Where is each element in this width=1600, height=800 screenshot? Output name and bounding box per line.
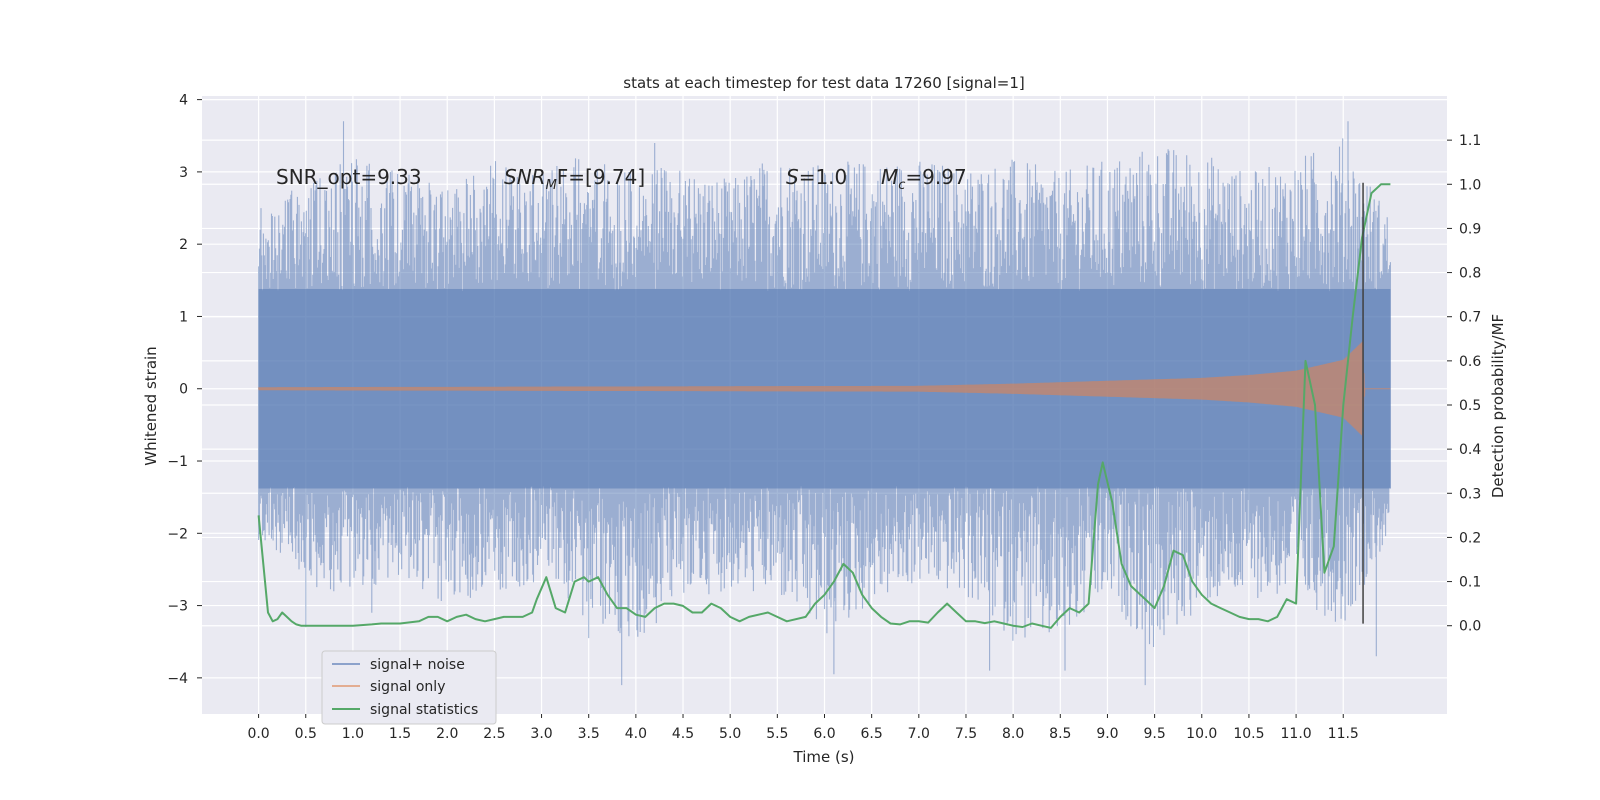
x-tick-label: 11.0 <box>1281 726 1312 742</box>
y-tick-label: −1 <box>167 454 188 470</box>
x-tick-label: 3.0 <box>530 726 552 742</box>
x-tick-label: 7.5 <box>955 726 977 742</box>
y-right-tick-label: 0.3 <box>1459 486 1481 502</box>
y-axis-label: Whitened strain <box>142 346 160 465</box>
signal-only-series <box>258 341 1391 436</box>
annotations: SNR_opt=9.33 SNRMF=[9.74] S=1.0 Mc=9.97 <box>276 165 967 193</box>
x-tick-labels: 0.0 0.5 1.0 1.5 2.0 2.5 3.0 3.5 4.0 4.5 5.0 5.5 6.0 6… <box>247 714 1359 742</box>
y-right-tick-label: 0.6 <box>1459 354 1481 370</box>
y-right-tick-label: 0.4 <box>1459 442 1481 458</box>
x-tick-label: 6.5 <box>861 726 883 742</box>
y-tick-labels: −4 −3 −2 −1 0 1 2 3 4 <box>167 93 202 687</box>
y-right-tick-label: 0.8 <box>1459 266 1481 282</box>
y-right-tick-label: 1.0 <box>1459 177 1481 193</box>
y-tick-label: 1 <box>179 309 188 325</box>
x-tick-label: 11.5 <box>1328 726 1359 742</box>
x-tick-label: 5.0 <box>719 726 741 742</box>
x-tick-label: 1.0 <box>342 726 364 742</box>
signal-only-trace <box>258 341 1391 436</box>
x-tick-label: 3.5 <box>578 726 600 742</box>
y-tick-label: 0 <box>179 382 188 398</box>
x-tick-label: 4.5 <box>672 726 694 742</box>
signal-statistics-series <box>257 183 1391 629</box>
annotation-snr-mf: SNRMF=[9.74] <box>504 165 645 193</box>
x-tick-label: 0.5 <box>295 726 317 742</box>
legend-label-signal-only: signal only <box>370 679 445 695</box>
y-right-tick-label: 1.1 <box>1459 133 1481 149</box>
y-right-axis-label: Detection probability/MF <box>1489 314 1507 498</box>
chart-title: stats at each timestep for test data 172… <box>623 74 1024 92</box>
legend: signal+ noise signal only signal statist… <box>321 650 497 725</box>
y-tick-label: −4 <box>167 671 188 687</box>
x-tick-label: 9.0 <box>1096 726 1118 742</box>
signal-statistics-trace <box>257 183 1391 629</box>
y-right-tick-label: 0.1 <box>1459 575 1481 591</box>
x-tick-label: 4.0 <box>625 726 647 742</box>
x-tick-label: 10.0 <box>1186 726 1217 742</box>
x-tick-label: 7.0 <box>908 726 930 742</box>
x-tick-label: 5.5 <box>766 726 788 742</box>
annotation-snr-opt: SNR_opt=9.33 <box>276 165 422 189</box>
y-tick-label: 3 <box>179 165 188 181</box>
x-tick-label: 8.5 <box>1049 726 1071 742</box>
y-right-tick-label: 0.5 <box>1459 398 1481 414</box>
x-tick-label: 0.0 <box>247 726 269 742</box>
y-right-tick-label: 0.0 <box>1459 619 1481 635</box>
annotation-mc: Mc=9.97 <box>881 165 967 193</box>
legend-label-signal-noise: signal+ noise <box>370 657 465 673</box>
y-right-tick-label: 0.9 <box>1459 221 1481 237</box>
y-right-tick-label: 0.7 <box>1459 310 1481 326</box>
x-tick-label: 2.0 <box>436 726 458 742</box>
y-tick-label: −3 <box>167 599 188 615</box>
annotation-s: S=1.0 <box>786 165 847 189</box>
x-tick-label: 2.5 <box>483 726 505 742</box>
x-tick-label: 10.5 <box>1233 726 1264 742</box>
y-tick-label: −2 <box>167 526 188 542</box>
legend-box <box>321 650 497 725</box>
y-tick-label: 4 <box>179 93 188 109</box>
x-axis-label: Time (s) <box>793 748 855 766</box>
x-tick-label: 1.5 <box>389 726 411 742</box>
x-tick-label: 8.0 <box>1002 726 1024 742</box>
legend-label-signal-statistics: signal statistics <box>370 702 478 718</box>
y-right-tick-label: 0.2 <box>1459 530 1481 546</box>
x-tick-label: 6.0 <box>813 726 835 742</box>
x-tick-label: 9.5 <box>1143 726 1165 742</box>
y-tick-label: 2 <box>179 237 188 253</box>
y-right-tick-labels: 0.0 0.1 0.2 0.3 0.4 0.5 0.6 0.7 0.8 0.9 1.0 1.1 <box>1447 133 1481 635</box>
